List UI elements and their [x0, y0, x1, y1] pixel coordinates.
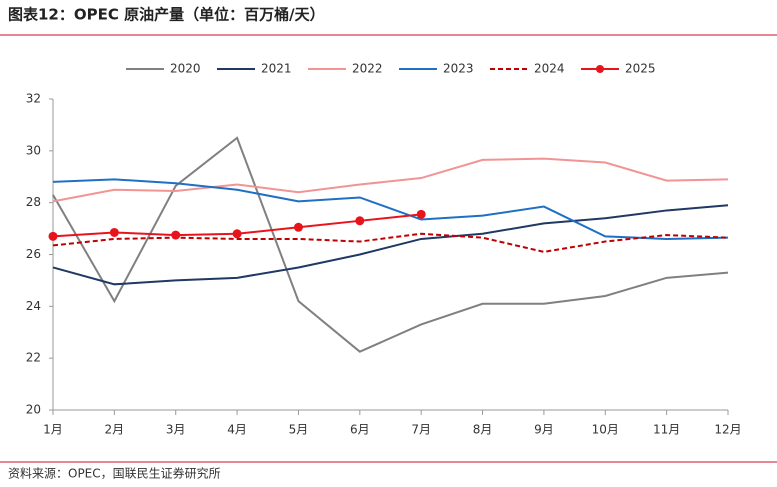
- point: [416, 209, 426, 219]
- series-line: [52, 232, 729, 253]
- x-tick-label: 6月: [350, 423, 370, 437]
- y-tick-label: 30: [26, 143, 41, 157]
- source: 资料来源：OPEC，国联民生证券研究所: [8, 466, 221, 481]
- y-tick-label: 24: [26, 299, 41, 313]
- legend-label: 2020: [170, 62, 201, 76]
- point: [293, 222, 303, 232]
- x-tick-label: 3月: [166, 423, 186, 437]
- x-tick-label: 9月: [534, 423, 554, 437]
- legend-label: 2024: [534, 62, 565, 76]
- y-tick-label: 32: [26, 92, 41, 106]
- x-tick-label: 11月: [653, 423, 680, 437]
- legend-label: 2025: [625, 62, 656, 76]
- y-tick-label: 26: [26, 247, 41, 261]
- series-line: [52, 136, 729, 353]
- x-tick-label: 5月: [289, 423, 309, 437]
- point: [232, 229, 242, 239]
- x-tick-label: 2月: [105, 423, 125, 437]
- x-tick-label: 7月: [411, 423, 431, 437]
- legend-label: 2022: [352, 62, 383, 76]
- y-tick-label: 22: [26, 351, 41, 365]
- x-tick-label: 10月: [592, 423, 619, 437]
- chart-title: 图表12：OPEC 原油产量（单位：百万桶/天）: [8, 6, 325, 24]
- x-tick-label: 1月: [43, 423, 63, 437]
- legend-marker: [596, 65, 604, 73]
- legend-label: 2023: [443, 62, 474, 76]
- x-tick-label: 4月: [227, 423, 247, 437]
- point: [171, 230, 181, 240]
- point: [355, 216, 365, 226]
- series-line: [52, 178, 729, 240]
- point: [48, 231, 58, 241]
- x-tick-label: 12月: [714, 423, 741, 437]
- legend-label: 2021: [261, 62, 292, 76]
- y-tick-label: 28: [26, 195, 41, 209]
- x-tick-label: 8月: [473, 423, 493, 437]
- series-line: [52, 204, 729, 286]
- point: [109, 227, 119, 237]
- series-line: [52, 157, 729, 203]
- y-tick-label: 20: [26, 403, 41, 417]
